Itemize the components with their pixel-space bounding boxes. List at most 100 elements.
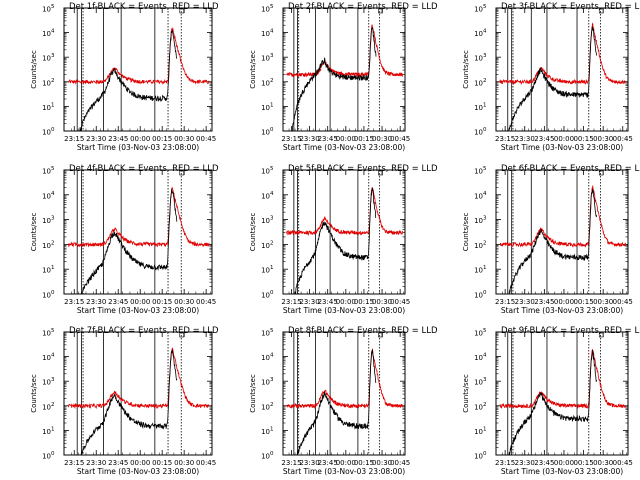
panel-title: Det 7f-BLACK = Events, RED = LLD [69, 326, 219, 336]
series-events-line [71, 30, 178, 132]
series-events-line [289, 27, 377, 132]
xtick-label: 23:15 [495, 135, 515, 143]
ytick-label: 10 [261, 217, 270, 225]
xtick-label: 23:30 [515, 459, 535, 467]
ytick-label: 10 [261, 428, 270, 436]
xtick-label: 00:45 [613, 459, 633, 467]
panel-det-5f: Det 5f-BLACK = Events, RED = LLD 10 0 10 1 10… [249, 164, 438, 315]
panel-title: Det 1f-BLACK = Events, RED = LLD [69, 2, 219, 12]
xlabel: Start Time (03-Nov-03 23:08:00) [77, 143, 199, 152]
attenuator-marker [179, 332, 185, 338]
ytick-label: 10 [261, 192, 270, 200]
ytick-label: 10 [261, 168, 270, 176]
xtick-label: 23:15 [495, 459, 515, 467]
xlabel: Start Time (03-Nov-03 23:08:00) [283, 467, 405, 476]
ytick-exponent: 5 [270, 166, 274, 172]
xtick-label: 23:45 [318, 298, 338, 306]
ytick-label: 10 [474, 403, 483, 411]
xlabel: Start Time (03-Nov-03 23:08:00) [501, 306, 623, 315]
xtick-label: 23:45 [318, 459, 338, 467]
ytick-exponent: 4 [51, 353, 55, 359]
ytick-label: 10 [474, 428, 483, 436]
ytick-exponent: 0 [270, 290, 274, 296]
xtick-label: 00:15 [152, 135, 172, 143]
ytick-exponent: 5 [483, 166, 487, 172]
ytick-exponent: 0 [483, 127, 487, 133]
ytick-label: 10 [261, 30, 270, 38]
ytick-label: 10 [474, 6, 483, 14]
xtick-label: 23:30 [299, 459, 319, 467]
ytick-label: 10 [42, 242, 51, 250]
ytick-label: 10 [42, 330, 51, 338]
xtick-label: 23:15 [64, 135, 84, 143]
ytick-exponent: 2 [270, 402, 274, 408]
xtick-label: 23:30 [86, 298, 106, 306]
ylabel: Counts/sec [462, 374, 470, 413]
xtick-label: 23:15 [495, 298, 515, 306]
xtick-label: 00:15 [354, 459, 374, 467]
xtick-label: 00:15 [573, 459, 593, 467]
xtick-label: 23:30 [299, 135, 319, 143]
ytick-exponent: 4 [483, 29, 487, 35]
ytick-exponent: 2 [51, 78, 55, 84]
ytick-exponent: 3 [483, 53, 487, 59]
ytick-exponent: 2 [483, 240, 487, 246]
ytick-exponent: 3 [51, 53, 55, 59]
xtick-label: 23:30 [86, 459, 106, 467]
ytick-label: 10 [474, 292, 483, 300]
ytick-exponent: 1 [270, 426, 274, 432]
panel-title: Det 4f-BLACK = Events, RED = LLD [69, 164, 219, 174]
ytick-label: 10 [42, 192, 51, 200]
ytick-exponent: 4 [51, 29, 55, 35]
xtick-label: 00:00 [554, 298, 574, 306]
ytick-exponent: 3 [51, 216, 55, 222]
ytick-label: 10 [42, 30, 51, 38]
panel-title: Det 5f-BLACK = Events, RED = LLD [288, 164, 438, 174]
ylabel: Counts/sec [249, 213, 257, 252]
ylabel: Counts/sec [30, 50, 38, 89]
xtick-label: 00:00 [130, 135, 150, 143]
panel-title: Det 2f-BLACK = Events, RED = LLD [288, 2, 438, 12]
xlabel: Start Time (03-Nov-03 23:08:00) [77, 467, 199, 476]
ytick-exponent: 4 [270, 353, 274, 359]
xtick-label: 23:45 [108, 135, 128, 143]
ytick-exponent: 5 [51, 328, 55, 334]
xtick-label: 00:30 [593, 135, 613, 143]
xtick-label: 23:45 [318, 135, 338, 143]
xtick-label: 00:45 [196, 459, 216, 467]
ytick-label: 10 [261, 79, 270, 87]
xtick-label: 23:45 [534, 459, 554, 467]
xtick-label: 00:30 [174, 459, 194, 467]
ytick-label: 10 [42, 403, 51, 411]
panel-title: Det 9f-BLACK = Events, RED = LLD [501, 326, 640, 336]
xtick-label: 00:15 [152, 459, 172, 467]
ytick-label: 10 [474, 129, 483, 137]
ytick-label: 10 [42, 168, 51, 176]
plot-frame [282, 169, 406, 295]
attenuator-marker [179, 8, 185, 14]
plot-frame [495, 331, 629, 456]
xtick-label: 23:30 [515, 298, 535, 306]
ytick-exponent: 3 [51, 377, 55, 383]
attenuator-marker [179, 170, 185, 176]
series-lld-line [286, 24, 403, 78]
series-events-line [289, 349, 377, 456]
ytick-exponent: 0 [270, 127, 274, 133]
series-lld-line [499, 22, 626, 86]
plot-frame [282, 7, 406, 132]
xtick-label: 00:15 [573, 298, 593, 306]
ytick-label: 10 [474, 330, 483, 338]
attenuator-marker [378, 170, 383, 176]
attenuator-marker [378, 332, 383, 338]
series-lld-line [68, 26, 210, 85]
plot-frame [63, 7, 213, 132]
ytick-exponent: 1 [270, 265, 274, 271]
ytick-exponent: 0 [51, 127, 55, 133]
ytick-exponent: 3 [483, 216, 487, 222]
xtick-label: 00:45 [390, 135, 410, 143]
xtick-label: 23:15 [281, 135, 301, 143]
ytick-exponent: 3 [270, 216, 274, 222]
plot-frame [282, 331, 406, 456]
